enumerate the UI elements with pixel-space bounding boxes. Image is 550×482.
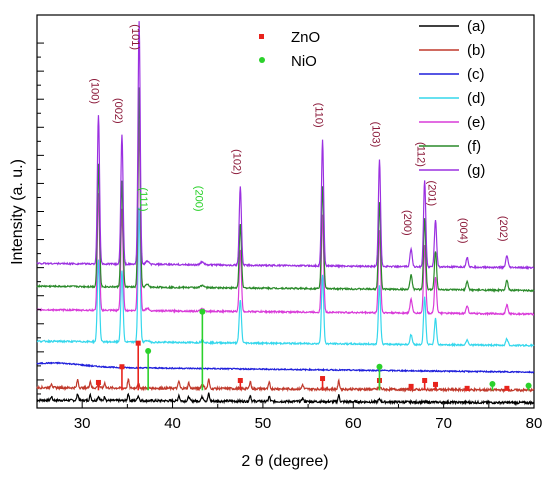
legend-label: (f) — [467, 138, 481, 155]
zno-peak-label: (102) — [230, 149, 242, 175]
legend-label: (a) — [467, 18, 485, 35]
zno-legend-label: ZnO — [291, 29, 320, 46]
zno-peak-label: (202) — [497, 216, 509, 242]
zno-reference-marker — [433, 381, 439, 387]
series-line-2 — [36, 361, 535, 374]
nio-reference-marker — [525, 382, 532, 389]
legend-label: (b) — [467, 42, 485, 59]
legend-label: (e) — [467, 114, 485, 131]
traces-group — [36, 21, 535, 407]
zno-reference-marker — [320, 376, 326, 382]
zno-reference-marker — [135, 340, 141, 346]
zno-peak-label: (112) — [415, 142, 427, 167]
zno-reference-marker — [504, 385, 510, 391]
x-tick-label: 80 — [526, 415, 543, 432]
series-line-5 — [36, 87, 535, 293]
zno-peak-label: (200) — [401, 210, 413, 236]
series-line-6 — [36, 21, 535, 271]
zno-reference-marker — [464, 385, 470, 391]
nio-legend-label: NiO — [291, 53, 317, 70]
zno-legend-marker — [259, 34, 264, 39]
nio-reference-marker — [376, 363, 383, 370]
x-tick-label: 70 — [435, 415, 452, 432]
zno-peak-label: (100) — [88, 78, 100, 104]
zno-peak-label: (110) — [313, 103, 325, 128]
legend-label: (c) — [467, 66, 485, 83]
series-line-4 — [36, 120, 535, 317]
legend-label: (d) — [467, 90, 485, 107]
x-axis-title: 2 θ (degree) — [241, 453, 328, 470]
x-axis-ticks: 30 40 50 60 70 80 — [36, 401, 543, 432]
phase-legend: ZnO NiO — [259, 29, 320, 70]
zno-reference-marker — [119, 364, 125, 370]
y-axis-title: Intensity (a. u.) — [9, 159, 26, 265]
legend-label: (g) — [467, 162, 485, 179]
plot-frame — [36, 14, 535, 409]
nio-reference-marker — [145, 348, 152, 355]
nio-legend-marker — [259, 57, 265, 63]
nio-reference-marker — [489, 381, 496, 388]
series-line-0 — [36, 392, 535, 407]
nio-peak-label: (111) — [137, 187, 149, 211]
zno-peak-label: (201) — [426, 181, 438, 207]
legend: (a) (b) (c) (d) (e) (f) (g) — [419, 18, 485, 179]
zno-peak-label: (004) — [457, 218, 469, 244]
series-line-3 — [36, 207, 535, 348]
zno-peak-label: (101) — [129, 24, 141, 50]
peak-labels-group: (100) (002) (101) (102) (110) (103) (200) (112)… — [88, 24, 508, 243]
zno-reference-marker — [408, 383, 414, 389]
nio-reference-marker — [199, 308, 206, 315]
nio-peak-label: (200) — [192, 186, 204, 212]
zno-reference-marker — [237, 377, 243, 383]
zno-peak-label: (103) — [369, 122, 381, 148]
x-tick-label: 40 — [164, 415, 181, 432]
series-line-1 — [36, 377, 535, 394]
zno-reference-marker — [422, 377, 428, 383]
x-tick-label: 50 — [255, 415, 272, 432]
x-tick-label: 60 — [345, 415, 362, 432]
zno-reference-marker — [95, 379, 101, 385]
reference-markers-group — [95, 308, 532, 391]
y-axis-ticks — [37, 42, 44, 395]
x-tick-label: 30 — [74, 415, 91, 432]
zno-peak-label: (002) — [112, 98, 124, 124]
